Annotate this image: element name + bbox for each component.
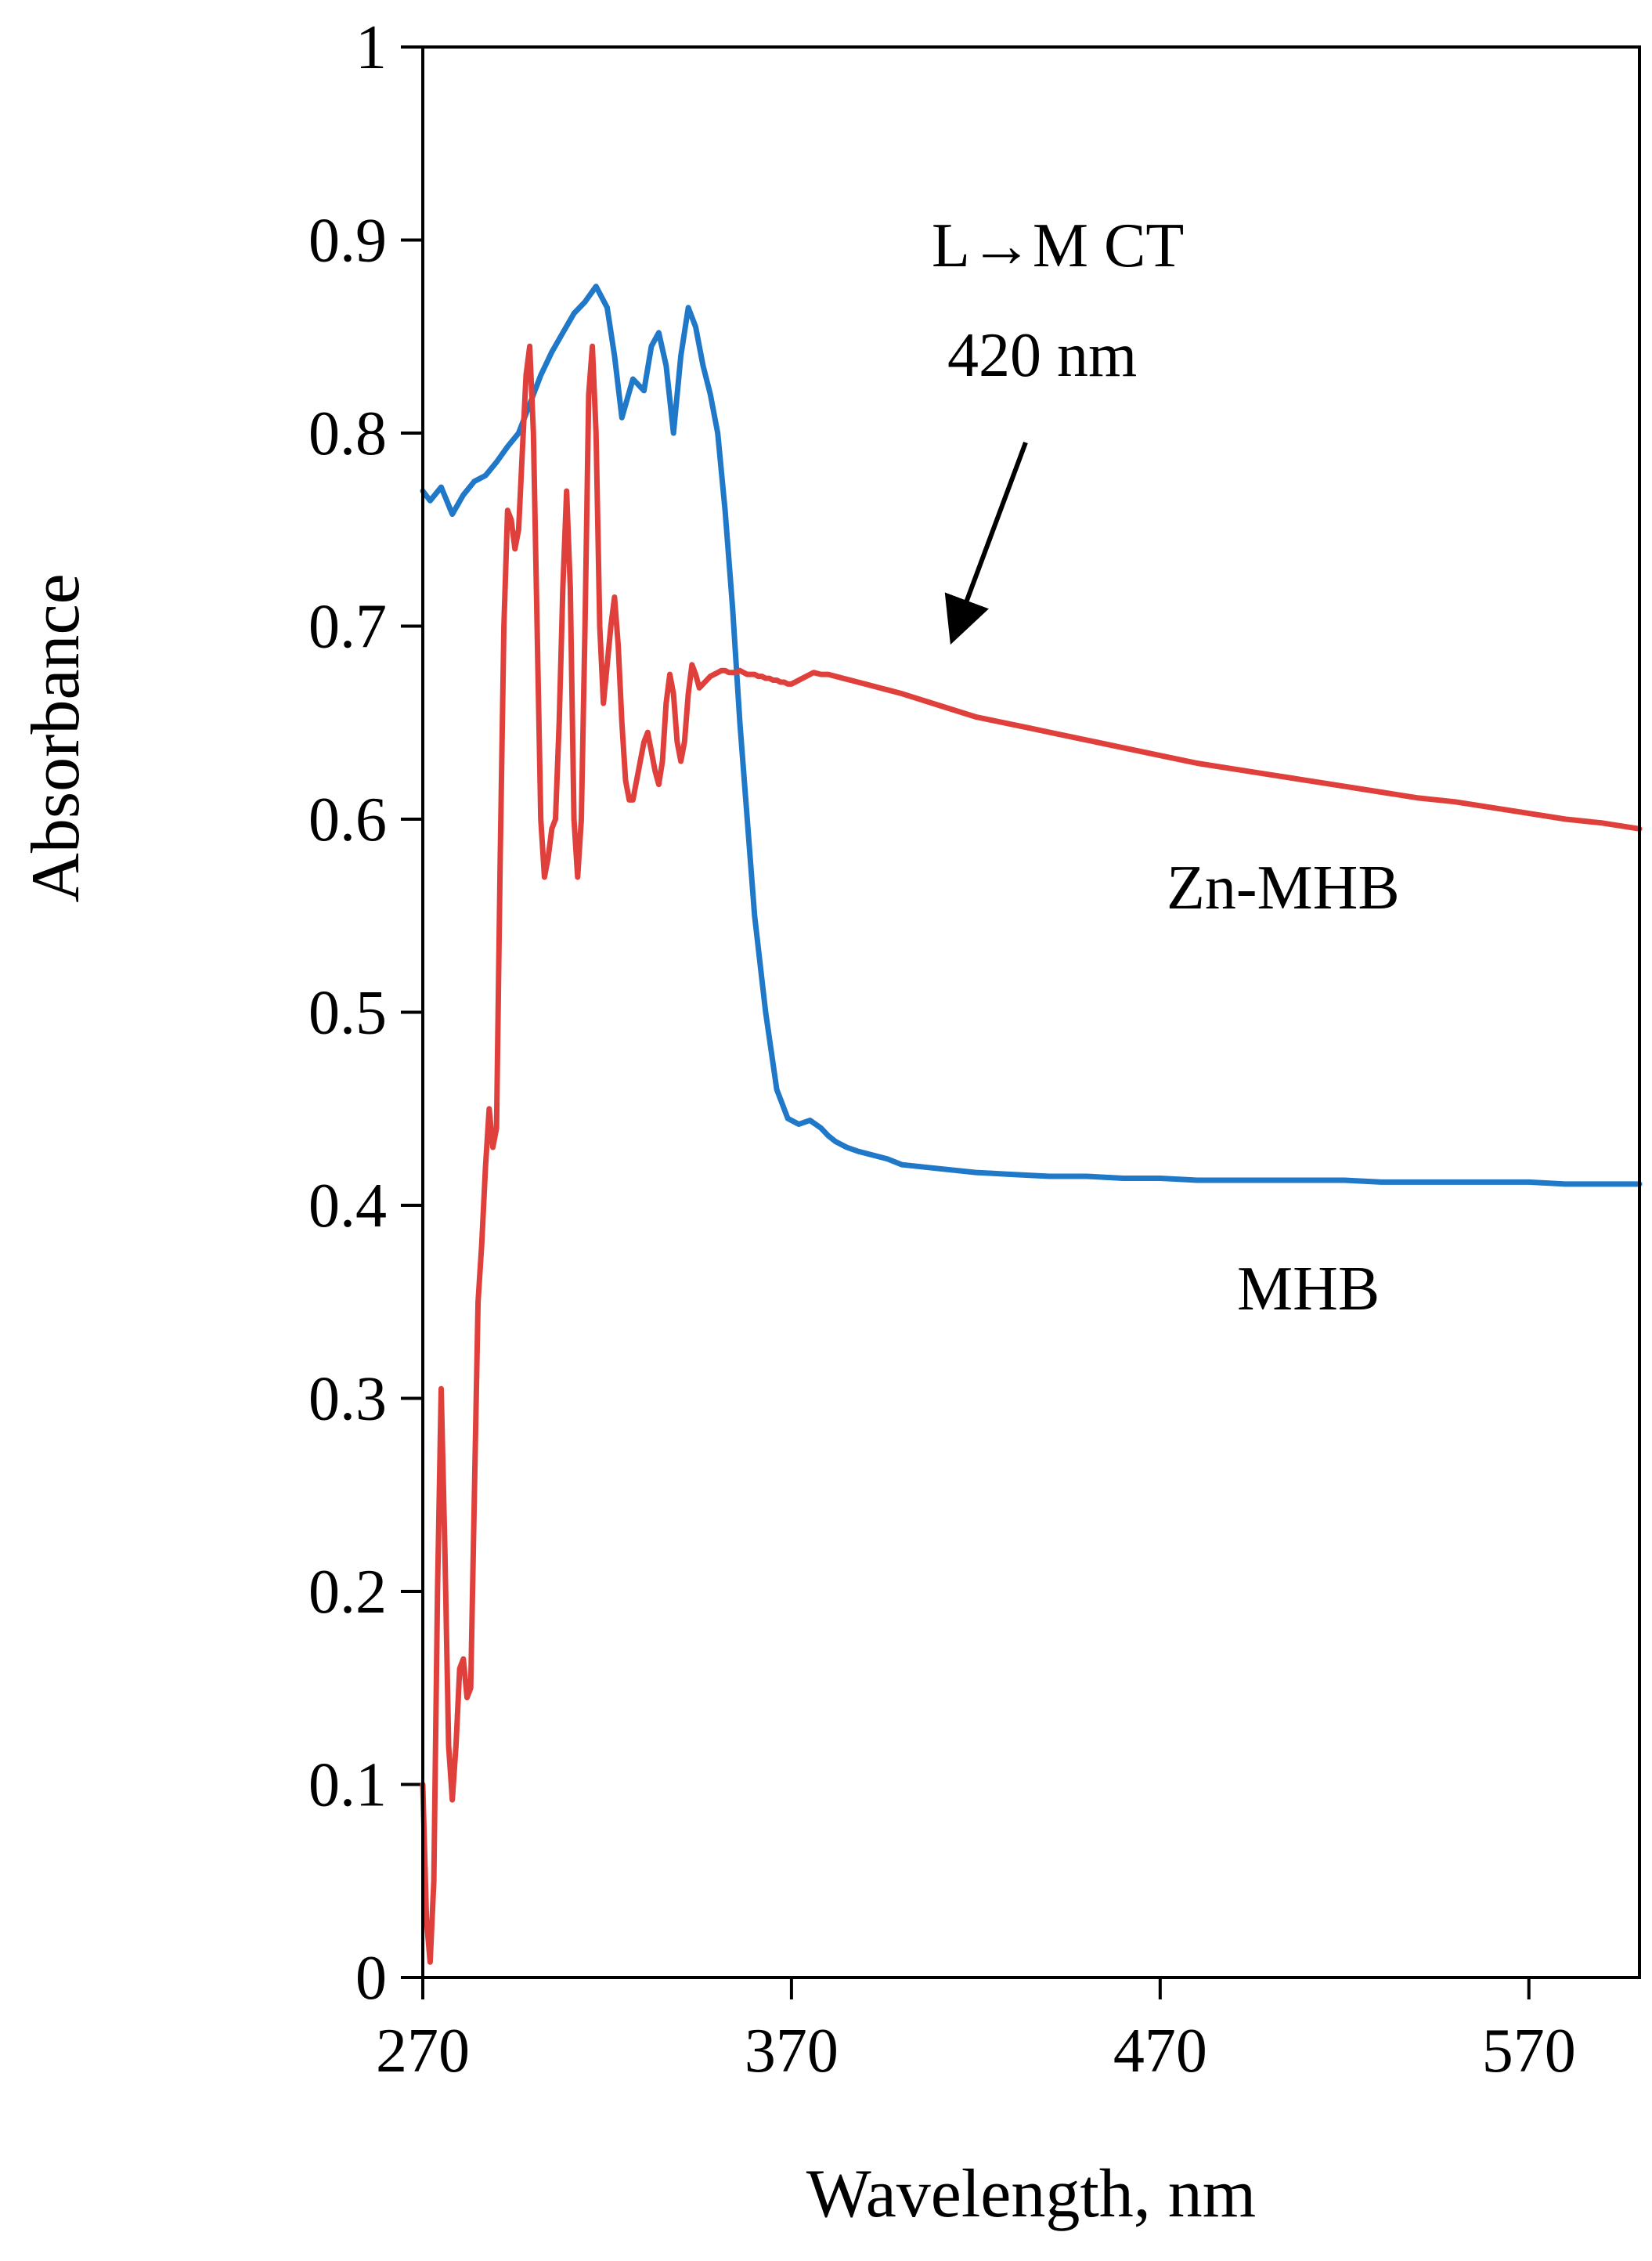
- x-axis-ticks: 270 370 470 570: [376, 1977, 1576, 2086]
- series-layer: [420, 284, 1643, 1965]
- mhb-series-label: MHB: [1237, 1255, 1380, 1324]
- y-tick-label: 0.2: [308, 1558, 387, 1627]
- y-tick-label: 0.9: [308, 207, 387, 276]
- ct-annotation-line2: 420 nm: [947, 321, 1137, 390]
- x-tick-label: 470: [1113, 2017, 1207, 2086]
- y-axis-ticks: 0 0.1 0.2 0.3 0.4 0.5 0.6 0.7 0.8 0.9 1: [308, 13, 423, 2013]
- y-tick-label: 0: [355, 1944, 387, 2013]
- x-tick-label: 370: [745, 2017, 839, 2086]
- zn-mhb-series-line: [420, 343, 1643, 1965]
- y-tick-label: 1: [355, 13, 387, 82]
- y-tick-label: 0.8: [308, 399, 387, 468]
- y-tick-label: 0.5: [308, 979, 387, 1048]
- y-tick-label: 0.3: [308, 1365, 387, 1434]
- ct-arrow: [944, 441, 1028, 645]
- y-tick-label: 0.4: [308, 1172, 387, 1241]
- ct-annotation-line1: L→M CT: [932, 211, 1184, 280]
- x-tick-label: 570: [1482, 2017, 1576, 2086]
- y-tick-label: 0.6: [308, 786, 387, 854]
- ct-annotation: L→M CT 420 nm: [932, 211, 1184, 645]
- y-axis-title: Absorbance: [18, 573, 94, 902]
- zn-mhb-series-label: Zn-MHB: [1167, 854, 1400, 923]
- x-axis-title: Wavelength, nm: [806, 2156, 1257, 2232]
- mhb-series-line: [420, 284, 1643, 1187]
- y-tick-label: 0.7: [308, 593, 387, 662]
- y-tick-label: 0.1: [308, 1751, 387, 1820]
- x-tick-label: 270: [376, 2017, 470, 2086]
- plot-frame: [421, 45, 1641, 1979]
